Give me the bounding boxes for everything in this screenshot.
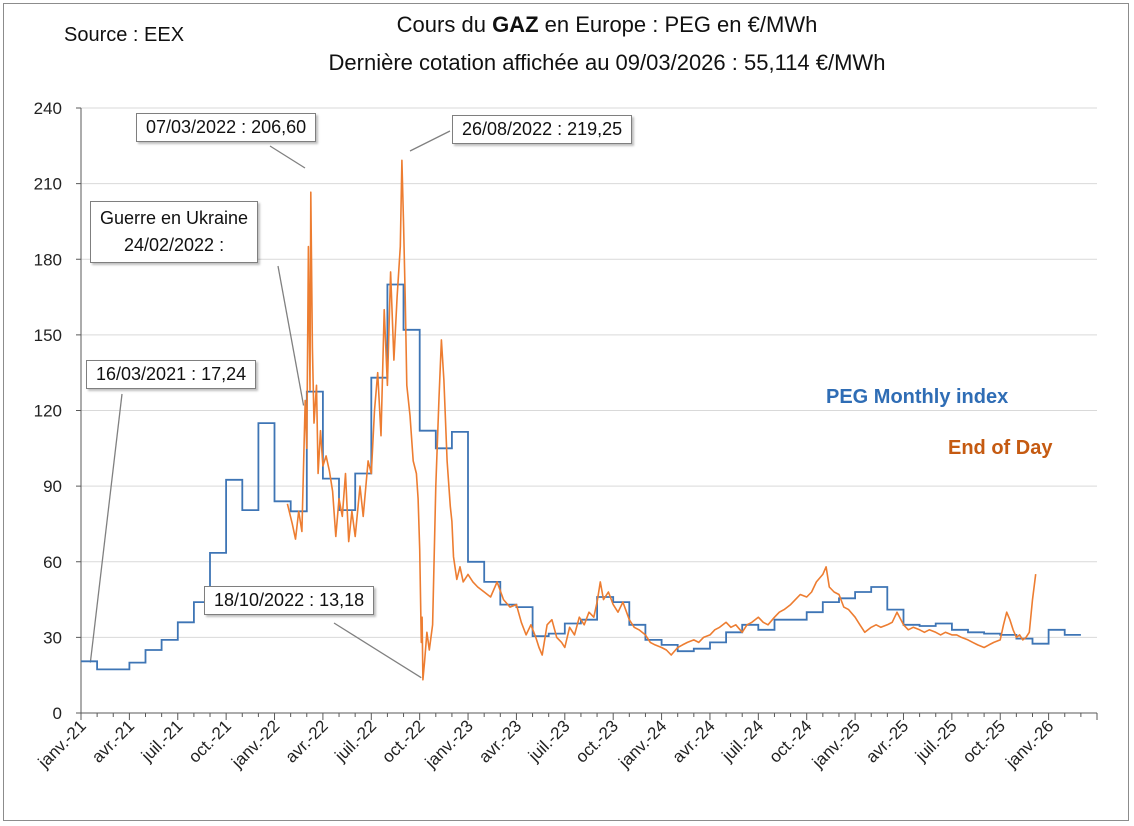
title-bold-gaz: GAZ — [492, 12, 539, 37]
x-tick-label: juil.-25 — [911, 716, 961, 766]
x-tick-label: janv.-23 — [421, 716, 477, 772]
x-tick-label: janv.-21 — [34, 716, 90, 772]
y-tick-label: 150 — [34, 326, 62, 345]
x-tick-label: janv.-25 — [808, 716, 864, 772]
annotation-low-october-2022: 18/10/2022 : 13,18 — [204, 586, 375, 615]
x-tick-label: avr.-23 — [475, 716, 525, 766]
y-tick-label: 0 — [53, 704, 62, 723]
series-peg-monthly-index — [81, 283, 1081, 671]
x-tick-label: janv.-24 — [614, 716, 670, 772]
legend-end-of-day: End of Day — [948, 437, 1053, 459]
x-tick-label: juil.-22 — [331, 716, 381, 766]
annotation-low-march-2021: 16/03/2021 : 17,24 — [86, 360, 257, 389]
y-tick-label: 90 — [43, 477, 62, 496]
gridlines — [81, 107, 1097, 638]
x-tick-label: juil.-21 — [137, 716, 187, 766]
y-tick-label: 60 — [43, 553, 62, 572]
x-tick-label: janv.-26 — [1001, 716, 1057, 772]
y-tick-label: 240 — [34, 99, 62, 118]
line-peg-monthly-index — [81, 283, 1081, 671]
x-tick-label: avr.-25 — [862, 716, 912, 766]
chart-subtitle: Dernière cotation affichée au 09/03/2026… — [328, 50, 886, 75]
x-tick-label: avr.-22 — [282, 716, 332, 766]
x-tick-label: juil.-23 — [524, 716, 574, 766]
y-axis-tick-labels: 0 30 60 90 120 150 180 210 240 — [34, 99, 62, 723]
title-prefix: Cours du — [396, 12, 493, 37]
leader-low-october-2022 — [333, 622, 422, 679]
annotation-ukraine-war: Guerre en Ukraine 24/02/2022 : — [90, 201, 259, 263]
legend-peg-monthly-index: PEG Monthly index — [826, 386, 1009, 408]
series-end-of-day — [286, 159, 1037, 681]
x-tick-label: janv.-22 — [227, 716, 283, 772]
leader-peak-august-2022 — [409, 130, 451, 152]
leader-peak-march-2022 — [269, 145, 306, 169]
annotation-peak-august-2022: 26/08/2022 : 219,25 — [452, 115, 633, 144]
x-tick-label: juil.-24 — [718, 716, 768, 766]
title-suffix: en Europe : PEG en €/MWh — [538, 12, 818, 37]
y-tick-label: 120 — [34, 402, 62, 421]
y-tick-label: 210 — [34, 175, 62, 194]
y-tick-label: 30 — [43, 628, 62, 647]
x-tick-label: avr.-24 — [669, 716, 719, 766]
annotation-ukraine-line2: 24/02/2022 : — [123, 235, 225, 255]
annotation-ukraine-line1: Guerre en Ukraine — [100, 208, 249, 228]
y-tick-label: 180 — [34, 250, 62, 269]
x-tick-label: avr.-21 — [88, 716, 138, 766]
annotation-peak-march-2022: 07/03/2022 : 206,60 — [136, 113, 317, 142]
annotation-leader-lines — [89, 130, 451, 679]
leader-low-march-2021 — [89, 393, 123, 663]
leader-ukraine-war — [277, 265, 305, 406]
source-label: Source : EEX — [64, 24, 185, 46]
line-end-of-day — [286, 159, 1037, 681]
chart-title: Cours du GAZ en Europe : PEG en €/MWh — [40, 12, 1134, 38]
